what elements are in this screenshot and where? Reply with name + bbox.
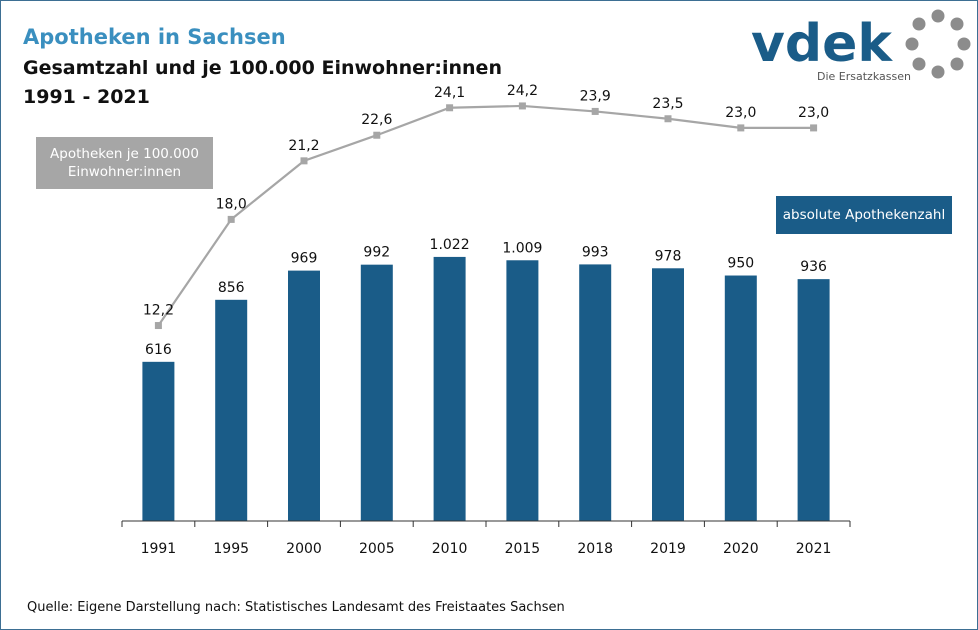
x-tick-label-2020: 2020 bbox=[723, 541, 759, 557]
bar-label-2021: 936 bbox=[800, 259, 827, 275]
chart-title: Apotheken in Sachsen bbox=[23, 25, 286, 49]
line-marker-2020 bbox=[737, 124, 745, 132]
bar-2000 bbox=[288, 270, 320, 521]
x-tick-label-2000: 2000 bbox=[286, 541, 322, 557]
line-marker-2015 bbox=[518, 102, 526, 110]
x-tick-label-2005: 2005 bbox=[359, 541, 395, 557]
line-series bbox=[157, 104, 814, 327]
chart-area: 616 856 969 992 1.022 1.009 993 978 950 936 12,2 18… bbox=[121, 83, 851, 557]
line-label-2000: 21,2 bbox=[288, 138, 319, 154]
logo-wordmark: vdek bbox=[751, 14, 893, 74]
source-note: Quelle: Eigene Darstellung nach: Statist… bbox=[27, 600, 565, 615]
legend-line-label: Apotheken je 100.000 Einwohner:innen bbox=[50, 146, 199, 180]
line-marker-2000 bbox=[300, 157, 308, 165]
chart-subtitle: Gesamtzahl und je 100.000 Einwohner:inne… bbox=[23, 57, 502, 79]
x-tick-label-1991: 1991 bbox=[141, 541, 177, 557]
line-marker-2019 bbox=[664, 115, 672, 123]
legend-line-series: Apotheken je 100.000 Einwohner:innen bbox=[36, 137, 213, 189]
line-marker-2021 bbox=[810, 124, 818, 132]
line-label-2018: 23,9 bbox=[580, 88, 611, 104]
bar-2005 bbox=[360, 264, 393, 521]
x-tick-label-2010: 2010 bbox=[432, 541, 468, 557]
line-label-2015: 24,2 bbox=[507, 83, 538, 99]
bar-label-2018: 993 bbox=[582, 244, 609, 260]
bar-2020 bbox=[724, 275, 757, 521]
bar-2018 bbox=[579, 264, 612, 521]
bar-label-2010: 1.022 bbox=[430, 237, 470, 253]
bar-2021 bbox=[797, 279, 830, 521]
line-label-2010: 24,1 bbox=[434, 85, 465, 101]
line-label-2020: 23,0 bbox=[725, 105, 756, 121]
logo-dots-icon bbox=[905, 9, 971, 79]
line-label-1995: 18,0 bbox=[216, 196, 247, 212]
line-marker-1991 bbox=[154, 322, 162, 330]
x-tick-label-2018: 2018 bbox=[577, 541, 613, 557]
x-tick-label-1995: 1995 bbox=[213, 541, 249, 557]
line-marker-2010 bbox=[446, 104, 454, 112]
bar-1995 bbox=[215, 299, 248, 521]
bar-2010 bbox=[433, 256, 466, 521]
bar-label-2020: 950 bbox=[727, 256, 754, 272]
bar-label-2015: 1.009 bbox=[502, 240, 542, 256]
bar-label-1995: 856 bbox=[218, 280, 245, 296]
line-label-2021: 23,0 bbox=[798, 105, 829, 121]
bar-label-2000: 969 bbox=[291, 251, 318, 267]
x-tick-label-2015: 2015 bbox=[505, 541, 541, 557]
bar-2015 bbox=[506, 260, 539, 521]
line-marker-1995 bbox=[227, 215, 235, 223]
legend-bar-label: absolute Apothekenzahl bbox=[782, 207, 946, 223]
bar-1991 bbox=[142, 361, 175, 521]
legend-bar-series: absolute Apothekenzahl bbox=[776, 196, 952, 234]
bar-label-2005: 992 bbox=[363, 245, 390, 261]
bar-label-1991: 616 bbox=[145, 342, 172, 358]
line-label-2005: 22,6 bbox=[361, 112, 392, 128]
logo-tagline: Die Ersatzkassen bbox=[817, 70, 911, 83]
x-tick-label-2021: 2021 bbox=[796, 541, 832, 557]
vdek-logo: vdek Die Ersatzkassen bbox=[751, 9, 971, 83]
line-marker-2018 bbox=[591, 107, 599, 115]
x-tick-label-2019: 2019 bbox=[650, 541, 686, 557]
bar-2019 bbox=[652, 268, 684, 521]
bar-label-2019: 978 bbox=[655, 248, 682, 264]
chart-period: 1991 - 2021 bbox=[23, 86, 150, 108]
line-label-1991: 12,2 bbox=[143, 303, 174, 319]
line-label-2019: 23,5 bbox=[652, 96, 683, 112]
line-marker-2005 bbox=[373, 131, 381, 139]
